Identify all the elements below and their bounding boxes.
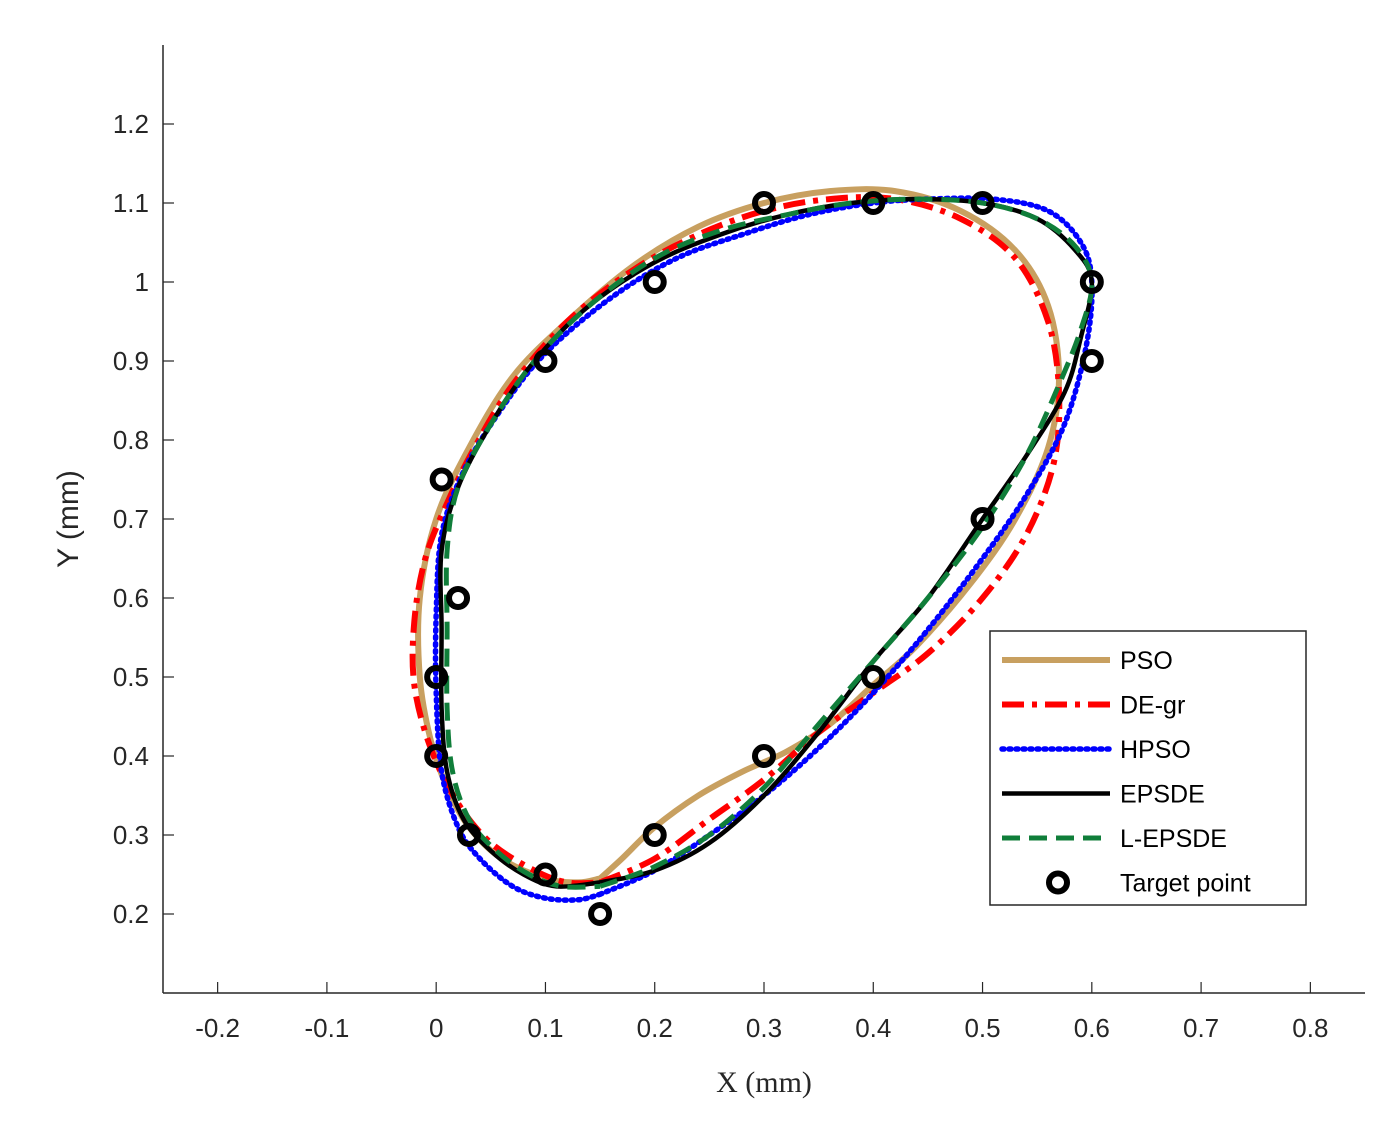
target-point-marker xyxy=(642,823,667,847)
x-tick-label: -0.1 xyxy=(305,1013,350,1043)
y-tick-label: 0.3 xyxy=(113,820,149,850)
legend-pso-label: PSO xyxy=(1120,647,1173,675)
series-group xyxy=(409,186,1095,903)
target-point-marker xyxy=(861,191,886,215)
target-point-marker xyxy=(533,862,558,887)
x-tick-label: 0.3 xyxy=(746,1013,782,1043)
target-point-marker xyxy=(1079,349,1104,373)
legend-box xyxy=(989,630,1307,906)
x-tick-label: 0.5 xyxy=(964,1013,1000,1043)
y-tick-label: 0.7 xyxy=(113,504,149,534)
target-point-marker xyxy=(446,586,471,610)
target-point-marker xyxy=(970,191,995,215)
x-tick-label: 0.1 xyxy=(527,1013,563,1043)
target-point-marker xyxy=(533,349,558,373)
y-tick-label: 1.2 xyxy=(113,109,149,139)
target-point-marker xyxy=(861,665,886,689)
x-axis-label: X (mm) xyxy=(716,1066,812,1099)
target-point-marker xyxy=(642,270,667,294)
series-pso-line xyxy=(415,186,1062,886)
series-hpso-line xyxy=(432,195,1095,903)
x-tick-label: 0.4 xyxy=(855,1013,891,1043)
target-point-marker xyxy=(970,507,995,531)
x-tick-label: 0.8 xyxy=(1292,1013,1328,1043)
y-axis-label: Y (mm) xyxy=(52,470,85,568)
target-point-marker xyxy=(752,744,776,768)
target-point-marker xyxy=(752,191,776,215)
x-tick-label: 0.6 xyxy=(1074,1013,1110,1043)
y-tick-label: 0.2 xyxy=(113,899,149,929)
target-point-marker xyxy=(429,467,454,492)
y-tick-label: 0.6 xyxy=(113,583,149,613)
y-tick-label: 1.1 xyxy=(113,188,149,218)
target-point-marker xyxy=(424,744,449,768)
legend-target-point-swatch xyxy=(1046,870,1070,895)
target-markers xyxy=(424,191,1104,926)
legend-target-point-label: Target point xyxy=(1120,870,1251,898)
x-ticks: -0.2 -0.1 0 0.1 0.2 0.3 0.4 0.5 0.6 0.7 0.8 xyxy=(195,982,1328,1043)
x-tick-label: -0.2 xyxy=(195,1013,240,1043)
x-tick-label: 0.2 xyxy=(637,1013,673,1043)
y-tick-label: 0.4 xyxy=(113,741,149,771)
legend-de-gr-label: DE-gr xyxy=(1120,692,1185,720)
y-ticks: 0.2 0.3 0.4 0.5 0.6 0.7 0.8 0.9 1 1.1 1.2 xyxy=(113,109,174,929)
target-point-marker xyxy=(456,823,481,847)
target-point-marker xyxy=(424,665,449,689)
x-tick-label: 0 xyxy=(429,1013,443,1043)
y-tick-label: 0.9 xyxy=(113,346,149,376)
y-tick-label: 1 xyxy=(135,267,149,297)
y-tick-label: 0.8 xyxy=(113,425,149,455)
target-point-marker xyxy=(1079,270,1104,294)
series-de-gr-line xyxy=(409,194,1063,887)
y-tick-label: 0.5 xyxy=(113,662,149,692)
legend-hpso-label: HPSO xyxy=(1120,736,1191,764)
series-epsde-line xyxy=(438,196,1095,889)
legend-epsde-label: EPSDE xyxy=(1120,781,1205,809)
legend-l-epsde-label: L-EPSDE xyxy=(1120,825,1227,853)
x-tick-label: 0.7 xyxy=(1183,1013,1219,1043)
legend: PSO DE-gr HPSO EPSDE L-EPSDE Target point xyxy=(989,630,1307,906)
target-point-marker xyxy=(588,902,613,926)
